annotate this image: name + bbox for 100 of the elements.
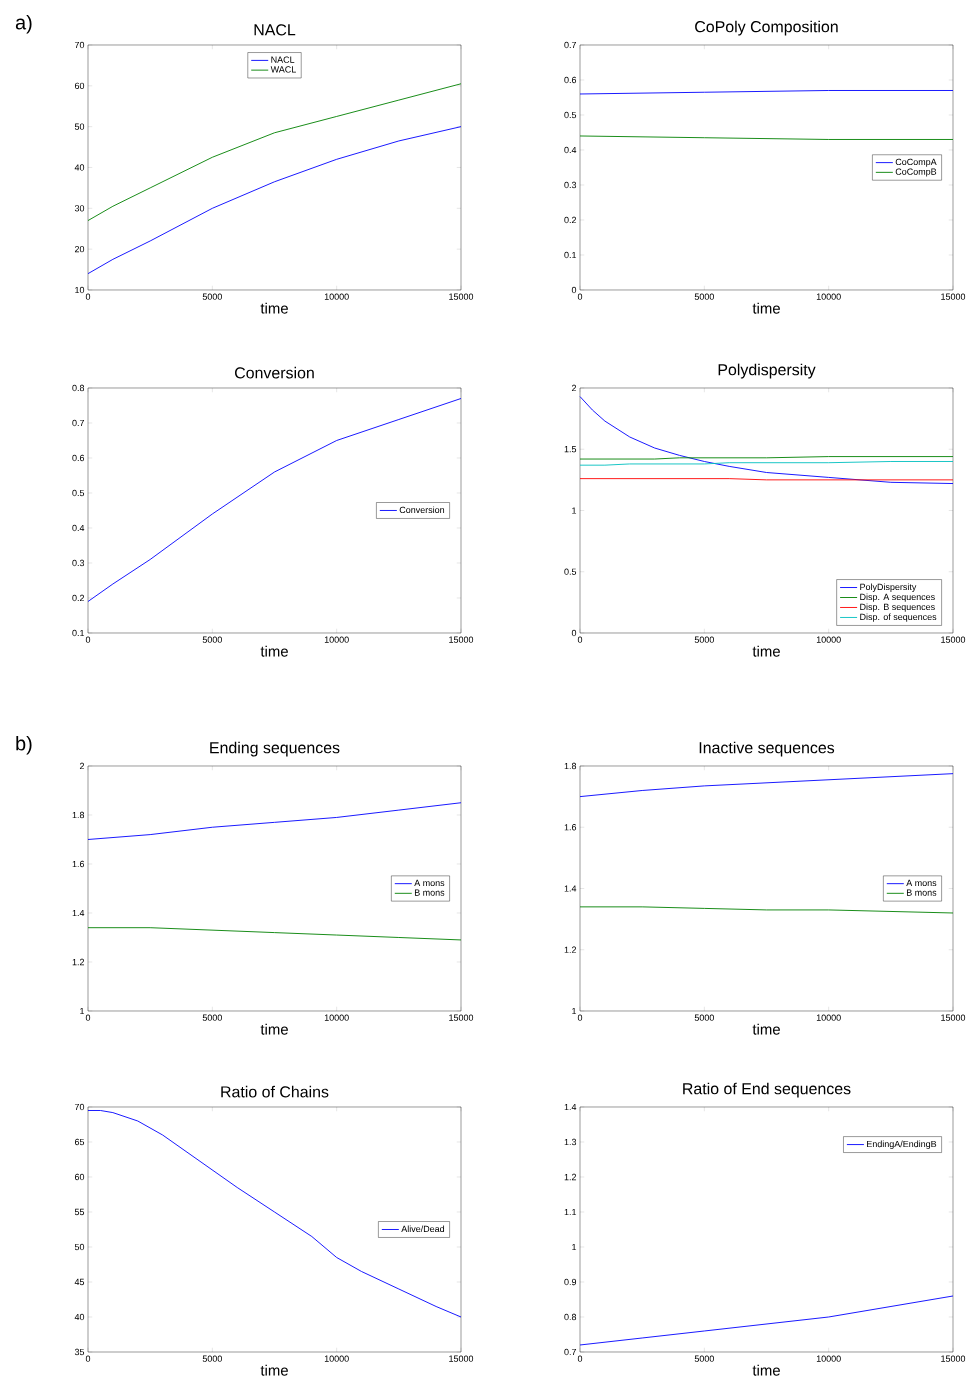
y-tick-label: 50	[74, 1243, 85, 1251]
y-tick-label: 0.7	[564, 41, 577, 49]
chart-title: Polydispersity	[718, 363, 816, 379]
legend-label: Conversion	[399, 506, 445, 514]
y-tick-label: 0.9	[564, 1278, 577, 1286]
y-tick-label: 0	[571, 629, 577, 637]
x-tick-label: 0	[85, 636, 91, 643]
x-tick-label: 0	[577, 293, 583, 300]
y-tick-label: 0.7	[72, 419, 85, 427]
x-tick-label: 5000	[202, 1014, 222, 1021]
legend-label: Disp. A sequences	[860, 593, 935, 602]
y-tick-label: 1.2	[564, 946, 577, 953]
y-tick-label: 1.2	[564, 1173, 577, 1181]
x-axis-title: time	[752, 645, 780, 657]
line-series	[87, 83, 462, 222]
chart-title: Conversion	[235, 366, 314, 379]
chart-title: Ending sequences	[210, 741, 340, 757]
y-tick-label: 0.5	[72, 489, 85, 497]
x-axis-title: time	[260, 1364, 288, 1376]
legend-label: Disp. B sequences	[860, 603, 935, 612]
x-tick-label: 10000	[324, 1355, 349, 1362]
y-tick-label: 0.5	[564, 111, 577, 119]
x-tick-label: 15000	[941, 293, 966, 300]
x-tick-label: 5000	[202, 636, 222, 643]
y-tick-label: 20	[74, 245, 85, 253]
y-tick-label: 0.3	[72, 559, 85, 567]
y-tick-label: 1.6	[564, 824, 577, 831]
legend-label: CoCompA	[895, 158, 937, 167]
y-tick-label: 1	[80, 1007, 85, 1015]
y-tick-label: 0.2	[72, 594, 85, 602]
y-tick-label: 40	[74, 164, 85, 171]
chart-title: NACL	[254, 24, 296, 36]
x-tick-label: 10000	[816, 1355, 841, 1362]
y-tick-label: 0.3	[564, 181, 577, 189]
y-tick-label: 0.8	[72, 384, 85, 392]
text: a)	[15, 14, 32, 34]
y-tick-label: 1	[572, 507, 577, 514]
x-tick-label: 0	[577, 1014, 583, 1021]
y-tick-label: 0.6	[72, 454, 85, 462]
text: b)	[16, 735, 32, 755]
y-tick-label: 1.1	[564, 1208, 577, 1216]
y-tick-label: 1.8	[72, 811, 85, 819]
y-tick-label: 1.5	[564, 446, 577, 453]
x-tick-label: 10000	[324, 293, 349, 300]
y-tick-label: 30	[74, 205, 85, 212]
y-tick-label: 70	[74, 1103, 85, 1111]
x-tick-label: 0	[85, 1355, 91, 1362]
y-tick-label: 1.4	[564, 885, 577, 892]
y-tick-label: 70	[74, 41, 85, 49]
legend-label: WACL	[270, 66, 296, 73]
y-tick-label: 10	[75, 286, 85, 294]
y-tick-label: 60	[74, 82, 85, 89]
y-tick-label: 1.8	[564, 762, 577, 770]
y-tick-label: 0	[571, 286, 577, 294]
y-tick-label: 0.4	[564, 146, 577, 154]
chart-title: Inactive sequences	[699, 741, 835, 757]
x-axis-title: time	[752, 302, 780, 314]
y-tick-label: 1.6	[72, 860, 85, 868]
y-tick-label: 1	[572, 1007, 577, 1015]
x-tick-label: 5000	[694, 1014, 714, 1021]
x-axis-title: time	[260, 645, 288, 657]
y-tick-label: 1	[572, 1243, 577, 1251]
x-tick-label: 10000	[816, 1014, 841, 1021]
x-tick-label: 0	[577, 1355, 583, 1362]
x-tick-label: 5000	[694, 1355, 714, 1362]
x-tick-label: 15000	[941, 636, 966, 643]
legend-label: CoCompB	[895, 168, 937, 177]
y-tick-label: 1.2	[72, 958, 85, 966]
y-tick-label: 0.6	[564, 76, 577, 84]
x-tick-label: 15000	[941, 1355, 966, 1362]
y-tick-label: 50	[74, 123, 85, 130]
y-tick-label: 55	[74, 1208, 85, 1216]
x-tick-label: 15000	[449, 1355, 474, 1362]
x-tick-label: 5000	[202, 1355, 222, 1362]
legend-label: EndingA/EndingB	[867, 1140, 937, 1149]
x-axis-title: time	[260, 302, 288, 314]
y-tick-label: 45	[74, 1278, 85, 1286]
y-tick-label: 1.4	[72, 909, 85, 917]
x-axis-title: time	[752, 1023, 780, 1035]
y-tick-label: 0.2	[564, 216, 577, 224]
x-tick-label: 10000	[816, 636, 841, 643]
chart-title: Ratio of End sequences	[683, 1082, 851, 1098]
y-tick-label: 60	[74, 1173, 85, 1181]
legend-label: B mons	[414, 889, 445, 896]
chart-title: Ratio of Chains	[221, 1085, 329, 1098]
y-tick-label: 0.1	[564, 251, 577, 259]
legend-label: B mons	[906, 889, 937, 896]
y-tick-label: 65	[74, 1138, 85, 1146]
y-tick-label: 2	[79, 762, 85, 770]
y-tick-label: 2	[571, 384, 577, 392]
y-tick-label: 1.3	[564, 1138, 577, 1146]
x-tick-label: 10000	[816, 293, 841, 300]
y-tick-label: 0.7	[564, 1348, 577, 1356]
legend-label: A mons	[414, 879, 445, 887]
x-tick-label: 0	[85, 1014, 91, 1021]
x-tick-label: 15000	[941, 1014, 966, 1021]
x-axis-title: time	[260, 1023, 288, 1035]
x-tick-label: 0	[577, 636, 583, 643]
x-tick-label: 15000	[449, 293, 474, 300]
y-tick-label: 0.5	[564, 568, 577, 575]
